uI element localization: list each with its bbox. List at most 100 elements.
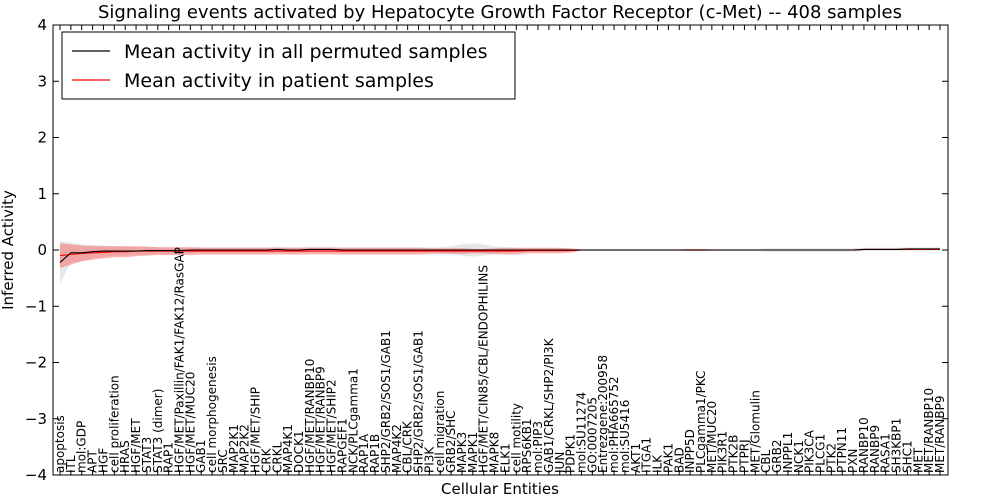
x-tick-label: PLCgamma1/PKC [694,370,708,473]
x-tick-label: MET/Glomulin [748,390,762,473]
series-line-permuted [59,248,940,263]
x-tick-label: ITGA1 [640,437,654,473]
x-tick-label: MAPK8 [488,432,502,473]
x-tick-label: INPP5D [683,429,697,473]
x-tick-label: ELK1 [498,443,512,473]
x-tick-label: GAB1/CRKL/SHP2/PI3K [542,337,556,473]
x-tick-label: mol:PIP3 [531,421,545,473]
x-tick-label: MET/MUC20 [705,401,719,473]
x-tick-label: MET/RANBP10 [922,388,936,473]
x-tick-label: RASA1 [879,433,893,473]
x-tick-label: MET/RANBP9 [933,396,947,473]
x-tick-label: RAP1 [162,442,176,473]
x-tick-label: PTPN11 [835,427,849,473]
y-tick-label: 2 [37,129,47,147]
x-tick-label: HGF/MET/MUC20 [183,372,197,473]
x-tick-label: ILK [651,454,665,473]
x-tick-label: SHC1 [900,440,914,473]
x-tick-label: DOCK1 [292,430,306,473]
y-tick-label: 0 [37,241,47,259]
x-tick-label: cell motility [509,403,523,473]
x-tick-label: MET [911,447,925,473]
x-tick-label: PI3K [422,446,436,473]
x-tick-label: HGF/MET/Paxillin/FAK1/FAK12/RasGAP [173,247,187,473]
x-tick-label: MAP2K2 [238,424,252,473]
x-tick-label: HGF/MET [129,418,143,473]
x-tick-label: CBL/CRK [401,420,415,473]
x-tick-label: CRKL [270,441,284,473]
x-tick-label: HGF/MET/CIN85/CBL/ENDOPHILINS [477,265,491,473]
y-tick-label: −4 [25,466,47,484]
x-tick-label: BAD [672,447,686,473]
y-tick-label: −3 [25,410,47,428]
legend-box [61,31,516,100]
x-tick-label: cell migration [433,391,447,473]
y-tick-label: 3 [37,72,47,90]
y-tick-label: −1 [25,297,47,315]
y-axis: −4 −3 −2 −1 0 1 2 3 4 [25,16,948,484]
x-tick-label: HGF/MET/SHIP2 [325,379,339,473]
x-tick-label: SH3KBP1 [890,418,904,473]
x-tick-label: MAPK1 [466,432,480,473]
x-tick-label: PIK3CA [803,429,817,473]
x-tick-label: HGF/MET/RANBP9 [314,366,328,473]
x-tick-label: mol:GDP [75,421,89,473]
y-axis-title: Inferred Activity [0,190,17,310]
x-tick-label: MAP2K1 [227,424,241,473]
x-tick-label: CRK [259,447,273,473]
x-tick-label: SHP2/GRB2/SOS1/GAB1 [412,330,426,473]
x-tick-label: RAP1B [368,434,382,473]
series-lines [59,248,940,263]
x-tick-label: Entrezgene:200958 [596,355,610,473]
x-tick-label: RANBP9 [868,425,882,473]
x-tick-label: mol:SU5416 [618,400,632,473]
x-tick-label: STAT3 [140,437,154,473]
x-tick-label: GRB2 [770,439,784,473]
chart-title: Signaling events activated by Hepatocyte… [98,2,902,23]
x-tick-label: CBL [759,449,773,473]
x-tick-label: mol:SU11274 [575,392,589,473]
x-tick-label: HRAS [118,440,132,473]
x-tick-label: HGF [97,448,111,473]
x-tick-label: SRC [216,449,230,473]
x-tick-label: APT [86,450,100,473]
x-tick-label: AKT1 [629,443,643,473]
x-tick-label: GRB2/SHC [444,410,458,473]
x-tick-label: mol:PHA665752 [607,376,621,473]
confidence-bands [60,241,940,284]
x-tick-label: MAPK3 [455,432,469,473]
x-tick-label: cell morphogenesis [205,356,219,473]
x-tick-label: STAT3 (dimer) [151,389,165,473]
x-tick-label: HGF/MET/RANBP10 [303,359,317,473]
x-tick-label: PLCG1 [814,434,828,473]
x-tick-label: PAK1 [661,443,675,473]
y-tick-label: −2 [25,354,47,372]
band-permuted [60,241,940,284]
legend-label-patient: Mean activity in patient samples [124,70,434,92]
x-tick-label: RAP1A [357,433,371,473]
x-tick-label: NCK/PLCgamma1 [346,368,360,473]
x-tick-label: PTPRJ [737,439,751,473]
x-tick-label: MAP4K1 [281,424,295,473]
x-tick-label: SHP2/GRB2/SOS1/GAB1 [379,330,393,473]
legend: Mean activity in all permuted samples Me… [61,31,516,100]
x-tick-label: apoptosis [53,415,67,473]
x-axis-title: Cellular Entities [441,480,559,498]
x-tick-label: HGF/MET/SHIP [249,387,263,473]
legend-label-permuted: Mean activity in all permuted samples [124,41,487,63]
x-tick-label: RANBP10 [857,417,871,473]
x-tick-label: RPS6KB1 [520,418,534,473]
y-tick-label: 1 [37,185,47,203]
x-tick-label: PTK2 [824,443,838,473]
x-tick-label: MAP4K2 [390,424,404,473]
x-tick-label: GAB1 [194,440,208,473]
x-tick-label: RAPGEF1 [336,418,350,473]
x-tick-label: JUN [553,452,567,474]
x-tick-label: cell proliferation [107,375,121,473]
x-tick-label: NCK1 [792,440,806,473]
x-tick-label: GO:0007205 [585,397,599,473]
x-tick-label: PXN [846,449,860,473]
x-tick-label: ITL [64,455,78,473]
